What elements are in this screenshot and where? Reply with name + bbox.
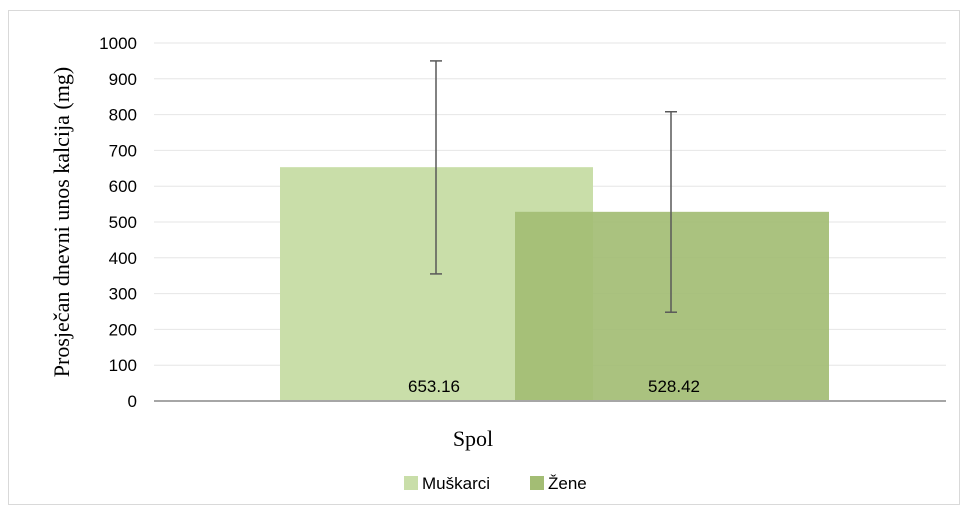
x-axis-title: Spol	[453, 426, 493, 451]
y-tick-label: 100	[109, 356, 137, 375]
data-labels: 653.16 528.42	[408, 377, 700, 396]
data-label: 528.42	[648, 377, 700, 396]
bar-zene	[515, 211, 829, 401]
y-axis-ticks: 0 100 200 300 400 500 600 700 800 900 1000	[99, 34, 137, 411]
y-tick-label: 500	[109, 213, 137, 232]
legend-swatch	[530, 476, 544, 490]
y-tick-label: 700	[109, 141, 137, 160]
y-tick-label: 0	[128, 392, 137, 411]
legend-label: Žene	[548, 474, 587, 493]
error-bars	[430, 60, 677, 313]
legend-label: Muškarci	[422, 474, 490, 493]
y-tick-label: 200	[109, 320, 137, 339]
y-tick-label: 1000	[99, 34, 137, 53]
legend: Muškarci Žene	[404, 474, 587, 493]
data-label: 653.16	[408, 377, 460, 396]
y-axis-title: Prosječan dnevni unos kalcija (mg)	[49, 67, 74, 377]
y-tick-label: 300	[109, 285, 137, 304]
y-tick-label: 800	[109, 106, 137, 125]
bars	[280, 167, 829, 401]
y-tick-label: 900	[109, 70, 137, 89]
legend-swatch	[404, 476, 418, 490]
y-tick-label: 600	[109, 177, 137, 196]
y-tick-label: 400	[109, 249, 137, 268]
